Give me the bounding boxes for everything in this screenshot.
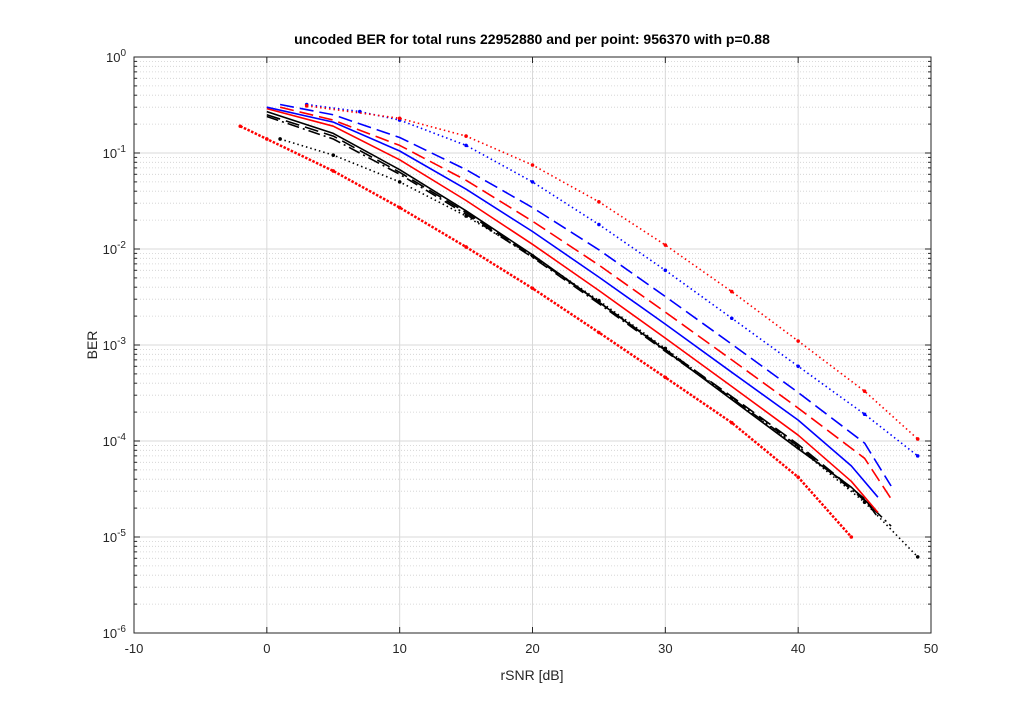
- x-axis-label: rSNR [dB]: [500, 667, 563, 683]
- x-tick-label: 20: [525, 641, 539, 656]
- y-tick-label: 10-3: [103, 336, 127, 353]
- series-point-0: [397, 205, 402, 210]
- y-axis-label: BER: [84, 331, 100, 360]
- series-point-10: [397, 116, 402, 121]
- series-line-8: [279, 103, 892, 487]
- series-point-10: [729, 289, 734, 294]
- series-point-10: [304, 104, 309, 108]
- series-point-1: [278, 137, 282, 141]
- series-point-9: [597, 222, 601, 227]
- x-tick-label: 10: [392, 641, 406, 656]
- series-point-0: [265, 137, 269, 141]
- series-point-10: [597, 200, 601, 204]
- series-point-9: [530, 180, 535, 184]
- y-tick-label: 100: [106, 48, 126, 65]
- series-point-9: [862, 412, 867, 417]
- series-line-2: [266, 115, 892, 527]
- x-tick-label: 40: [791, 641, 805, 656]
- series-point-1: [915, 555, 920, 559]
- y-tick-label: 10-4: [103, 432, 127, 449]
- series-point-0: [663, 375, 668, 380]
- series-point-0: [729, 420, 734, 425]
- series-point-0: [796, 475, 800, 479]
- series-line-6: [266, 106, 879, 498]
- x-tick-label: 0: [263, 641, 270, 656]
- series-point-10: [663, 243, 668, 247]
- series-point-10: [915, 437, 920, 441]
- axis-ticks: -10 0 10 20 30 40 50 10-6 10-5 10-4 10-3 10-2 10-1 10…: [103, 48, 939, 656]
- series-point-0: [530, 286, 535, 291]
- series-line-4: [266, 110, 879, 514]
- series-point-9: [729, 316, 734, 321]
- series-point-10: [530, 163, 535, 167]
- series-point-9: [663, 268, 668, 273]
- series-point-10: [464, 134, 468, 138]
- series-lines: [238, 102, 920, 559]
- series-line-7: [279, 106, 892, 500]
- x-tick-label: 30: [658, 641, 672, 656]
- series-line-5: [266, 107, 879, 514]
- series-point-0: [331, 169, 336, 173]
- series-point-0: [464, 245, 468, 249]
- series-point-1: [397, 180, 402, 184]
- series-point-0: [238, 124, 243, 129]
- series-point-0: [597, 330, 601, 335]
- y-tick-label: 10-5: [103, 528, 127, 545]
- series-point-9: [915, 454, 920, 458]
- series-point-9: [464, 143, 468, 148]
- series-point-1: [331, 153, 336, 157]
- series-point-10: [796, 339, 800, 343]
- x-tick-label: 50: [924, 641, 938, 656]
- series-line-1: [279, 138, 919, 558]
- series-point-0: [849, 535, 854, 539]
- series-point-9: [796, 364, 800, 369]
- y-tick-label: 10-2: [103, 240, 127, 257]
- series-point-10: [862, 389, 867, 394]
- y-tick-label: 10-1: [103, 144, 127, 161]
- chart-title: uncoded BER for total runs 22952880 and …: [294, 31, 770, 47]
- x-tick-label: -10: [125, 641, 144, 656]
- y-tick-label: 10-6: [103, 624, 127, 641]
